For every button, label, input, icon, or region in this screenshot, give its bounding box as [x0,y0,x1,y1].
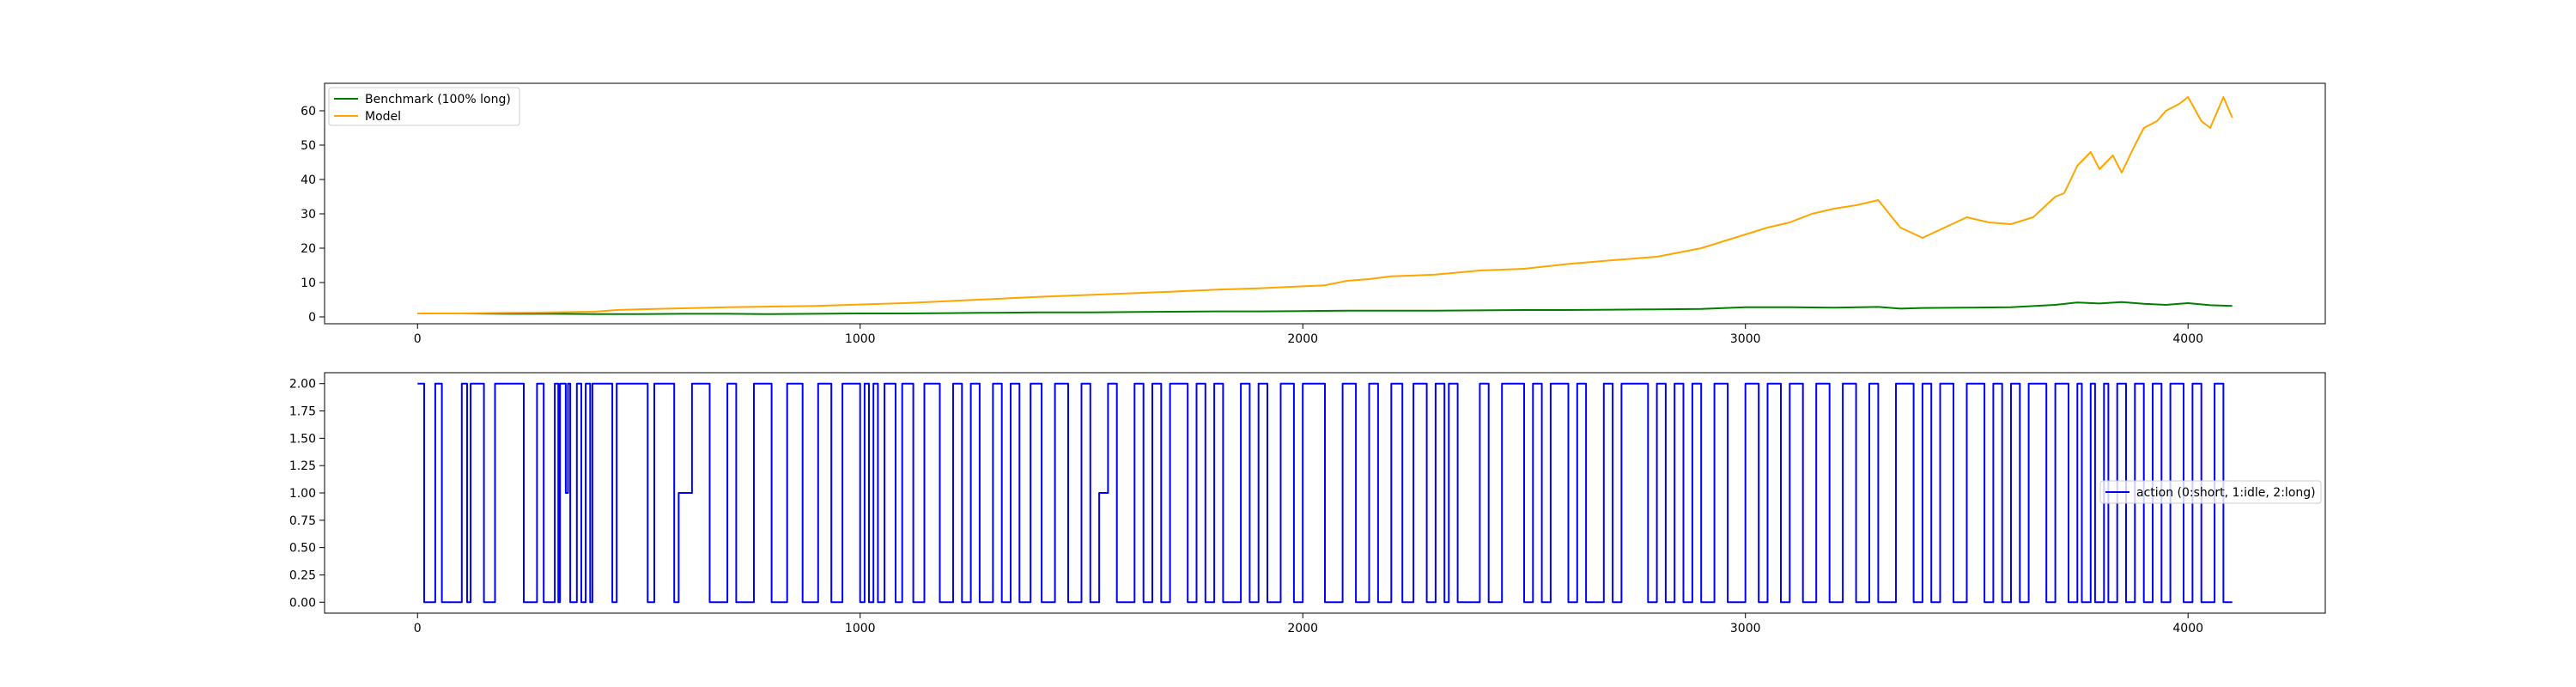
y-tick-label: 1.25 [289,459,316,473]
axes-frame [324,82,2326,325]
legend-box [328,87,520,126]
x-tick-label: 1000 [845,622,876,635]
series-line [417,96,2233,314]
plot-lines [417,382,2233,604]
x-tick-label: 0 [414,332,422,346]
axes-frame [324,372,2326,614]
y-tick-label: 0.00 [289,596,316,610]
x-tick-label: 3000 [1730,332,1761,346]
legend-label: Benchmark (100% long) [365,93,511,106]
legend: action (0:short, 1:idle, 2:long) [2099,480,2322,504]
x-tick-label: 3000 [1730,622,1761,635]
legend-box [2099,480,2322,504]
legend-label: action (0:short, 1:idle, 2:long) [2136,486,2316,500]
y-tick-label: 0 [308,311,316,325]
y-tick-label: 1.75 [289,405,316,419]
plot-lines [417,96,2233,315]
y-tick-label: 0.50 [289,542,316,556]
y-axis-ticks: 0.00 0.25 0.50 0.75 1.00 1.25 1.50 1.75 2.00 [289,378,325,610]
y-tick-label: 10 [301,277,316,290]
y-axis-ticks: 0 10 20 30 40 50 60 [301,105,325,325]
x-tick-label: 4000 [2172,622,2203,635]
action-panel: 0 1000 2000 3000 4000 0.00 0.25 0.50 0.75 1.00 1.… [289,372,2326,635]
x-tick-label: 2000 [1287,622,1318,635]
legend-label: Model [365,110,401,124]
series-line [417,301,2233,315]
x-axis-ticks: 0 1000 2000 3000 4000 [414,324,2203,346]
x-tick-label: 2000 [1287,332,1318,346]
legend: Benchmark (100% long) Model [328,87,520,126]
y-tick-label: 1.00 [289,487,316,501]
equity-curve-panel: 0 1000 2000 3000 4000 0 10 20 30 40 50 60 Benchmar… [301,82,2326,346]
x-tick-label: 4000 [2172,332,2203,346]
x-tick-label: 1000 [845,332,876,346]
x-axis-ticks: 0 1000 2000 3000 4000 [414,613,2203,635]
y-tick-label: 50 [301,139,316,153]
y-tick-label: 20 [301,242,316,256]
y-tick-label: 0.25 [289,568,316,582]
y-tick-label: 40 [301,173,316,187]
y-tick-label: 1.50 [289,432,316,446]
x-tick-label: 0 [414,622,422,635]
series-line [417,382,2233,604]
y-tick-label: 30 [301,208,316,222]
y-tick-label: 2.00 [289,378,316,392]
y-tick-label: 0.75 [289,514,316,528]
y-tick-label: 60 [301,105,316,119]
